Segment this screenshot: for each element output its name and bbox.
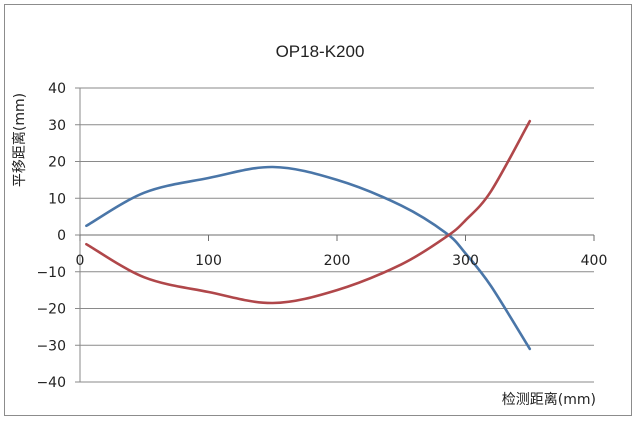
- y-axis-title: 平移距离(mm): [11, 93, 28, 187]
- y-tick-label: −20: [36, 302, 66, 318]
- y-tick-label: 30: [48, 118, 66, 134]
- y-tick-label: −30: [36, 338, 66, 354]
- y-tick-label: −40: [36, 375, 66, 391]
- y-tick-label: 40: [48, 81, 66, 97]
- y-tick-label: 20: [48, 155, 66, 171]
- series-line-2: [85, 119, 532, 305]
- axes: [79, 88, 595, 382]
- y-tick-label: −10: [36, 265, 66, 281]
- y-tick-label: 0: [57, 228, 66, 244]
- x-tick-label: 300: [452, 253, 479, 269]
- x-tick-label: 200: [324, 253, 351, 269]
- x-tick-label: 100: [195, 253, 222, 269]
- y-tick-label: 10: [48, 191, 66, 207]
- x-tick-label: 400: [581, 253, 608, 269]
- chart-title: OP18-K200: [276, 42, 365, 61]
- series-line-1: [85, 165, 532, 351]
- grid-lines: [75, 87, 594, 383]
- x-axis-title: 检测距离(mm): [502, 391, 596, 408]
- x-tick-label: 0: [76, 253, 85, 269]
- series-lines: [85, 119, 532, 351]
